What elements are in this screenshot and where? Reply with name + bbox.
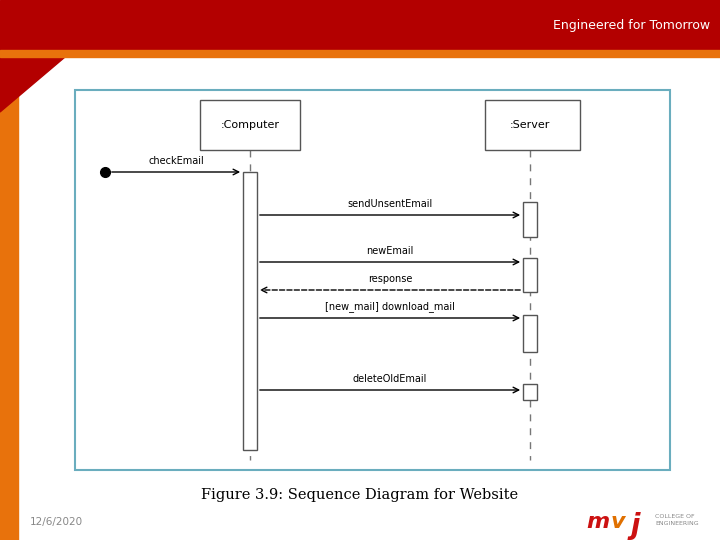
Text: m: m [586,512,610,532]
Bar [0,50,720,57]
Bar [243,172,257,450]
Bar [485,100,580,150]
Text: response: response [368,274,412,284]
Bar [523,258,537,292]
Bar [0,57,18,540]
Text: checkEmail: checkEmail [148,156,204,166]
Text: j: j [630,512,640,540]
Bar [523,384,537,400]
Bar [200,100,300,150]
Bar [0,0,720,50]
Text: deleteOldEmail: deleteOldEmail [353,374,427,384]
Text: COLLEGE OF
ENGINEERING: COLLEGE OF ENGINEERING [655,515,698,525]
Bar [75,90,670,470]
Text: sendUnsentEmail: sendUnsentEmail [347,199,433,209]
Text: newEmail: newEmail [366,246,414,256]
Text: 12/6/2020: 12/6/2020 [30,517,83,527]
Text: :Server: :Server [510,120,550,130]
Bar [523,202,537,237]
Text: :Computer: :Computer [220,120,279,130]
Text: Figure 3.9: Sequence Diagram for Website: Figure 3.9: Sequence Diagram for Website [202,488,518,502]
Text: [new_mail] download_mail: [new_mail] download_mail [325,301,455,312]
Text: Engineered for Tomorrow: Engineered for Tomorrow [553,18,710,31]
Text: v: v [611,512,625,532]
Bar [523,315,537,352]
Polygon shape [0,57,65,112]
